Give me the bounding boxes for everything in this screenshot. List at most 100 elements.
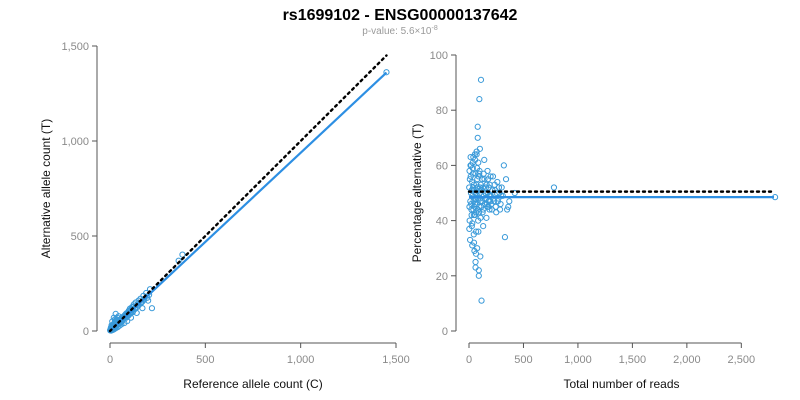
data-point — [494, 198, 501, 205]
x-tick-label: 2,000 — [673, 354, 701, 366]
x-tick-label: 500 — [196, 354, 214, 366]
x-tick-label: 0 — [107, 354, 113, 366]
data-point — [475, 267, 482, 274]
data-point — [470, 211, 478, 219]
data-point — [480, 223, 487, 230]
y-tick-label: 20 — [436, 271, 448, 283]
data-point — [470, 231, 477, 238]
y-tick-label: 60 — [436, 160, 448, 172]
y-tick-label: 500 — [71, 231, 89, 243]
data-point — [475, 195, 482, 202]
data-point — [478, 297, 485, 304]
data-point — [476, 167, 483, 175]
data-point — [493, 189, 500, 197]
x-tick-label: 1,500 — [382, 354, 410, 366]
data-point — [505, 203, 512, 210]
p-value-exponent: -8 — [431, 25, 437, 32]
data-point — [179, 251, 186, 258]
data-point — [511, 189, 518, 197]
y-tick-label: 0 — [442, 326, 448, 338]
data-point — [476, 145, 483, 152]
data-point — [471, 200, 479, 208]
data-point — [383, 69, 390, 76]
data-point — [476, 170, 483, 177]
data-point — [486, 192, 493, 199]
data-point — [471, 247, 478, 255]
data-point — [486, 206, 493, 213]
data-point — [506, 198, 513, 205]
data-point — [474, 134, 481, 141]
y-axis-label: Percentage alternative (T) — [410, 124, 424, 263]
data-point — [477, 187, 484, 194]
data-point — [477, 214, 484, 221]
x-tick-label: 1,000 — [564, 354, 592, 366]
data-point — [469, 170, 477, 177]
x-tick-label: 0 — [466, 354, 472, 366]
data-point — [133, 309, 140, 317]
y-tick-label: 80 — [436, 105, 448, 117]
data-point — [472, 264, 479, 271]
y-tick-label: 1,000 — [61, 136, 89, 148]
data-point — [145, 297, 152, 304]
data-point — [468, 162, 475, 169]
p-value-text: p-value: 5.6×10 — [362, 26, 432, 37]
data-point — [466, 167, 473, 175]
data-point — [481, 156, 488, 163]
y-tick-label: 1,500 — [61, 41, 89, 53]
data-point — [468, 223, 475, 230]
percentage-alternative-scatter-panel: 0 500 1,000 1,500 2,000 2,500 0 20 40 60 80 100 Tota… — [410, 50, 779, 391]
data-point — [495, 184, 503, 191]
data-point — [468, 178, 476, 186]
x-axis-label: Reference allele count (C) — [183, 377, 322, 391]
data-point — [498, 192, 505, 199]
data-point — [475, 228, 482, 235]
data-point — [501, 234, 509, 241]
fit-line — [109, 71, 388, 332]
data-point — [480, 170, 487, 177]
data-point — [148, 305, 156, 312]
data-point — [474, 176, 481, 183]
data-point — [482, 184, 489, 191]
data-point — [466, 217, 473, 224]
data-point — [489, 173, 497, 180]
p-value-subtitle: p-value: 5.6×10-8 — [362, 25, 438, 37]
data-point — [472, 189, 480, 197]
allele-count-scatter-panel: 0 500 1,000 1,500 0 500 1,000 1,500 Reference al… — [39, 41, 410, 391]
data-point — [491, 181, 498, 188]
data-point — [475, 272, 482, 279]
data-point — [483, 214, 490, 221]
figure-title: rs1699102 - ENSG00000137642 — [283, 7, 518, 24]
y-tick-label: 0 — [83, 326, 89, 338]
data-point — [484, 176, 492, 183]
x-tick-label: 2,500 — [728, 354, 756, 366]
data-point — [139, 305, 146, 312]
y-tick-label: 100 — [430, 50, 448, 62]
x-tick-label: 1,500 — [619, 354, 647, 366]
data-point — [487, 198, 494, 205]
data-point — [472, 258, 479, 266]
data-point — [498, 184, 505, 191]
data-point — [500, 162, 507, 169]
data-point — [477, 253, 484, 260]
reference-line — [108, 54, 388, 333]
data-point — [479, 209, 486, 216]
data-point — [504, 206, 511, 213]
data-point — [476, 203, 483, 210]
y-tick-label: 40 — [436, 216, 448, 228]
data-point — [477, 76, 485, 83]
data-point — [481, 195, 488, 202]
x-axis-label: Total number of reads — [563, 377, 679, 391]
data-point — [502, 176, 510, 183]
x-tick-label: 500 — [514, 354, 532, 366]
y-axis-label: Alternative allele count (T) — [39, 119, 53, 258]
data-point — [489, 187, 496, 194]
data-point — [476, 96, 483, 103]
data-point — [470, 154, 477, 161]
data-point — [550, 184, 558, 191]
x-tick-label: 1,000 — [287, 354, 315, 366]
data-point — [474, 123, 481, 130]
data-point — [468, 211, 475, 219]
data-point — [467, 154, 474, 161]
data-point — [488, 200, 495, 208]
